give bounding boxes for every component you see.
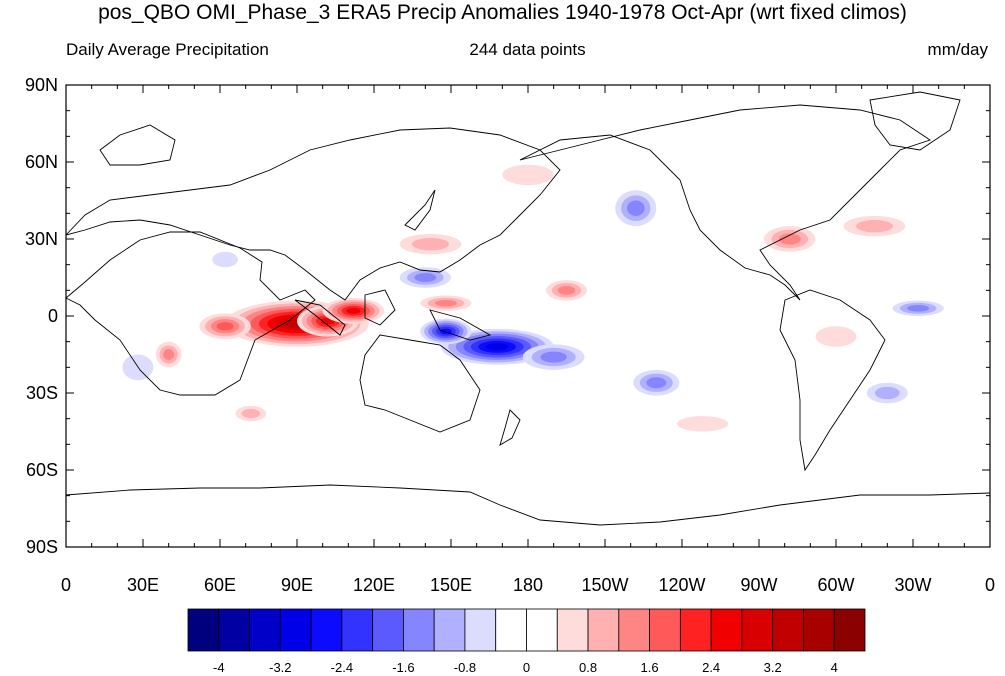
anomaly-north-pacific xyxy=(502,164,554,186)
colorbar-swatch xyxy=(710,608,743,652)
colorbar-swatch xyxy=(495,608,527,652)
colorbar-swatch xyxy=(587,608,620,652)
lon-tick-label: 60W xyxy=(817,575,854,595)
colorbar-label: 0.8 xyxy=(579,660,597,675)
anomaly-south-atlantic xyxy=(875,386,900,400)
anomaly-southeastern-us xyxy=(778,233,801,245)
coastline-scandinavia xyxy=(99,124,176,166)
lat-tick-label: 90S xyxy=(26,537,58,557)
colorbar-label: 0 xyxy=(523,660,530,675)
anomaly-maritime-continent xyxy=(346,307,361,314)
coastline-antarctica xyxy=(66,484,990,526)
anomaly-mozambique-channel xyxy=(163,349,175,360)
colorbar-label: 1.6 xyxy=(641,660,659,675)
colorbar-label: -0.8 xyxy=(454,660,476,675)
lat-tick-label: 0 xyxy=(48,306,58,326)
colorbar-swatch xyxy=(803,608,835,652)
plot-background xyxy=(66,85,990,547)
anomaly-arabian-sea xyxy=(212,251,238,268)
colorbar: -4 -3.2 -2.4 -1.6 -0.8 0 0.8 1.6 2.4 3.2 4 xyxy=(187,608,866,675)
anomaly-tropical-north-pacific xyxy=(434,299,457,307)
anomaly-south-pacific xyxy=(676,416,729,432)
lat-tick-label: 60N xyxy=(25,152,58,172)
anomaly-east-asia xyxy=(411,237,449,251)
left-subtitle: Daily Average Precipitation xyxy=(66,40,269,59)
colorbar-swatch xyxy=(249,608,281,652)
lon-tick-label: 0 xyxy=(61,575,71,595)
anomaly-western-indian-ocean xyxy=(216,321,234,331)
colorbar-label: -4 xyxy=(213,660,225,675)
coastline-sumatra xyxy=(294,299,346,336)
lat-tick-label: 60S xyxy=(26,460,58,480)
colorbar-swatch xyxy=(433,608,466,652)
anomaly-south-america xyxy=(815,326,857,347)
lon-tick-label: 120E xyxy=(353,575,395,595)
anomaly-tropical-atlantic xyxy=(907,305,930,312)
colorbar-swatch xyxy=(741,608,774,652)
coastline-africa xyxy=(66,231,316,396)
lon-tick-label: 120W xyxy=(658,575,705,595)
longitude-axis: 0 30E 60E 90E 120E 150E 180 150W 120W 90W 60W 30W 0 xyxy=(61,85,995,595)
map-title: pos_QBO OMI_Phase_3 ERA5 Precip Anomalie… xyxy=(98,1,907,24)
center-subtitle: 244 data points xyxy=(469,40,586,59)
lon-tick-label: 30E xyxy=(127,575,159,595)
anomaly-field xyxy=(122,164,944,432)
colorbar-label: -3.2 xyxy=(269,660,291,675)
anomaly-central-pacific xyxy=(540,351,567,363)
coastline-new-guinea xyxy=(429,309,492,341)
lon-tick-label: 0 xyxy=(985,575,995,595)
lat-tick-label: 90N xyxy=(25,75,58,95)
anomaly-south-indian-ocean xyxy=(241,408,261,419)
colorbar-swatch xyxy=(649,608,681,652)
colorbar-swatch xyxy=(187,608,220,652)
colorbar-label: 3.2 xyxy=(764,660,782,675)
colorbar-swatch xyxy=(556,608,589,652)
colorbar-swatch xyxy=(403,608,435,652)
lat-tick-label: 30S xyxy=(26,383,58,403)
colorbar-label: -2.4 xyxy=(331,660,353,675)
coastline-eurasia xyxy=(66,127,561,301)
anomaly-central-north-pacific xyxy=(557,285,576,295)
colorbar-swatch xyxy=(526,608,558,652)
colorbar-swatch xyxy=(372,608,404,652)
anomaly-southeast-pacific xyxy=(646,377,667,389)
lat-tick-label: 30N xyxy=(25,229,58,249)
lon-tick-label: 150W xyxy=(581,575,628,595)
colorbar-swatch xyxy=(833,608,866,652)
coastline-greenland xyxy=(869,91,961,151)
latitude-axis: 90N 60N 30N 0 30S 60S 90S xyxy=(25,75,990,557)
colorbar-swatch xyxy=(218,608,250,652)
colorbar-swatch xyxy=(464,608,497,652)
anomaly-northwest-pacific xyxy=(414,273,437,282)
colorbar-label: 2.4 xyxy=(702,660,720,675)
coastline-borneo xyxy=(364,289,396,326)
lon-tick-label: 30W xyxy=(894,575,931,595)
coastline-north-america xyxy=(519,104,932,301)
colorbar-swatch xyxy=(618,608,650,652)
lon-tick-label: 180 xyxy=(513,575,543,595)
anomaly-south-pacific-convergence-zone xyxy=(485,343,509,351)
lon-tick-label: 90W xyxy=(740,575,777,595)
coastline-south-america xyxy=(779,289,886,472)
colorbar-swatch xyxy=(279,608,312,652)
colorbar-label: -1.6 xyxy=(392,660,414,675)
lon-tick-label: 150E xyxy=(430,575,472,595)
coastline-japan xyxy=(404,189,436,231)
colorbar-swatch xyxy=(679,608,712,652)
colorbar-swatch xyxy=(772,608,804,652)
anomaly-north-atlantic xyxy=(856,220,893,233)
coastlines xyxy=(66,91,990,526)
colorbar-label: 4 xyxy=(831,660,838,675)
coastline-new-zealand xyxy=(499,409,521,446)
colorbar-swatch xyxy=(341,608,374,652)
colorbar-swatch xyxy=(310,608,343,652)
anomaly-northeast-pacific xyxy=(627,200,645,216)
lon-tick-label: 60E xyxy=(204,575,236,595)
coastline-australia xyxy=(359,334,481,433)
lon-tick-label: 90E xyxy=(281,575,313,595)
units-label: mm/day xyxy=(927,40,988,59)
